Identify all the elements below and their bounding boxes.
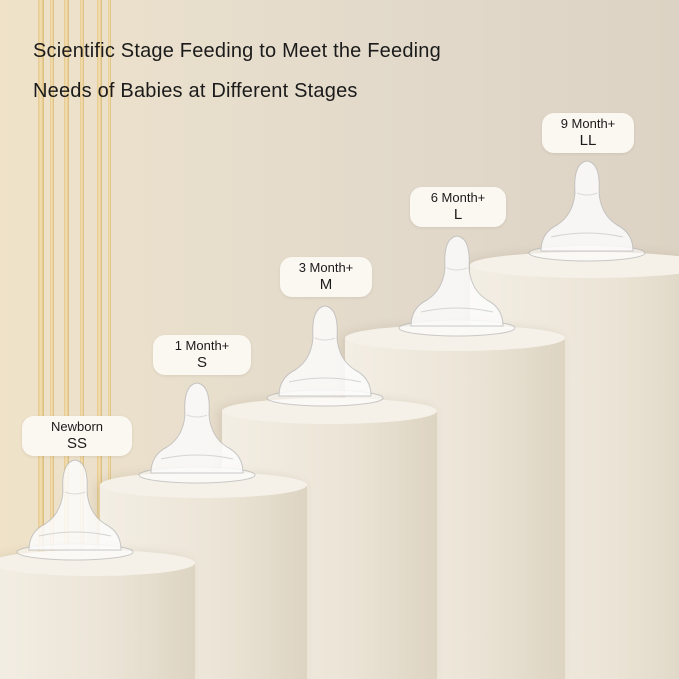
- stage-age: 3 Month+: [298, 260, 354, 275]
- headline-line-2: Needs of Babies at Different Stages: [33, 80, 358, 102]
- decor-stripe: [108, 0, 111, 679]
- decor-stripe: [80, 0, 84, 679]
- stage-size: S: [196, 354, 207, 371]
- teat-l: [397, 228, 517, 338]
- stage-size: LL: [579, 132, 597, 149]
- stage-label-ll: 9 Month+ LL: [542, 113, 634, 153]
- teat-m: [265, 298, 385, 408]
- stage-label-s: 1 Month+ S: [153, 335, 251, 375]
- stage-age: 6 Month+: [430, 190, 486, 205]
- decor-stripe: [50, 0, 54, 679]
- stage-age: Newborn: [50, 419, 104, 434]
- stage-size: SS: [66, 435, 87, 452]
- stage-size: M: [319, 276, 333, 293]
- stage-size: L: [453, 206, 463, 223]
- stage-label-m: 3 Month+ M: [280, 257, 372, 297]
- teat-s: [137, 375, 257, 485]
- decor-stripe: [97, 0, 102, 679]
- stage-label-ss: Newborn SS: [22, 416, 132, 456]
- teat-ss: [15, 452, 135, 562]
- decor-stripe: [64, 0, 69, 679]
- stage-label-l: 6 Month+ L: [410, 187, 506, 227]
- stage-age: 9 Month+: [560, 116, 616, 131]
- decor-stripe: [38, 0, 44, 679]
- stage-age: 1 Month+: [174, 338, 230, 353]
- headline-line-1: Scientific Stage Feeding to Meet the Fee…: [33, 40, 441, 62]
- pedestal-1: [0, 550, 195, 679]
- teat-ll: [527, 153, 647, 263]
